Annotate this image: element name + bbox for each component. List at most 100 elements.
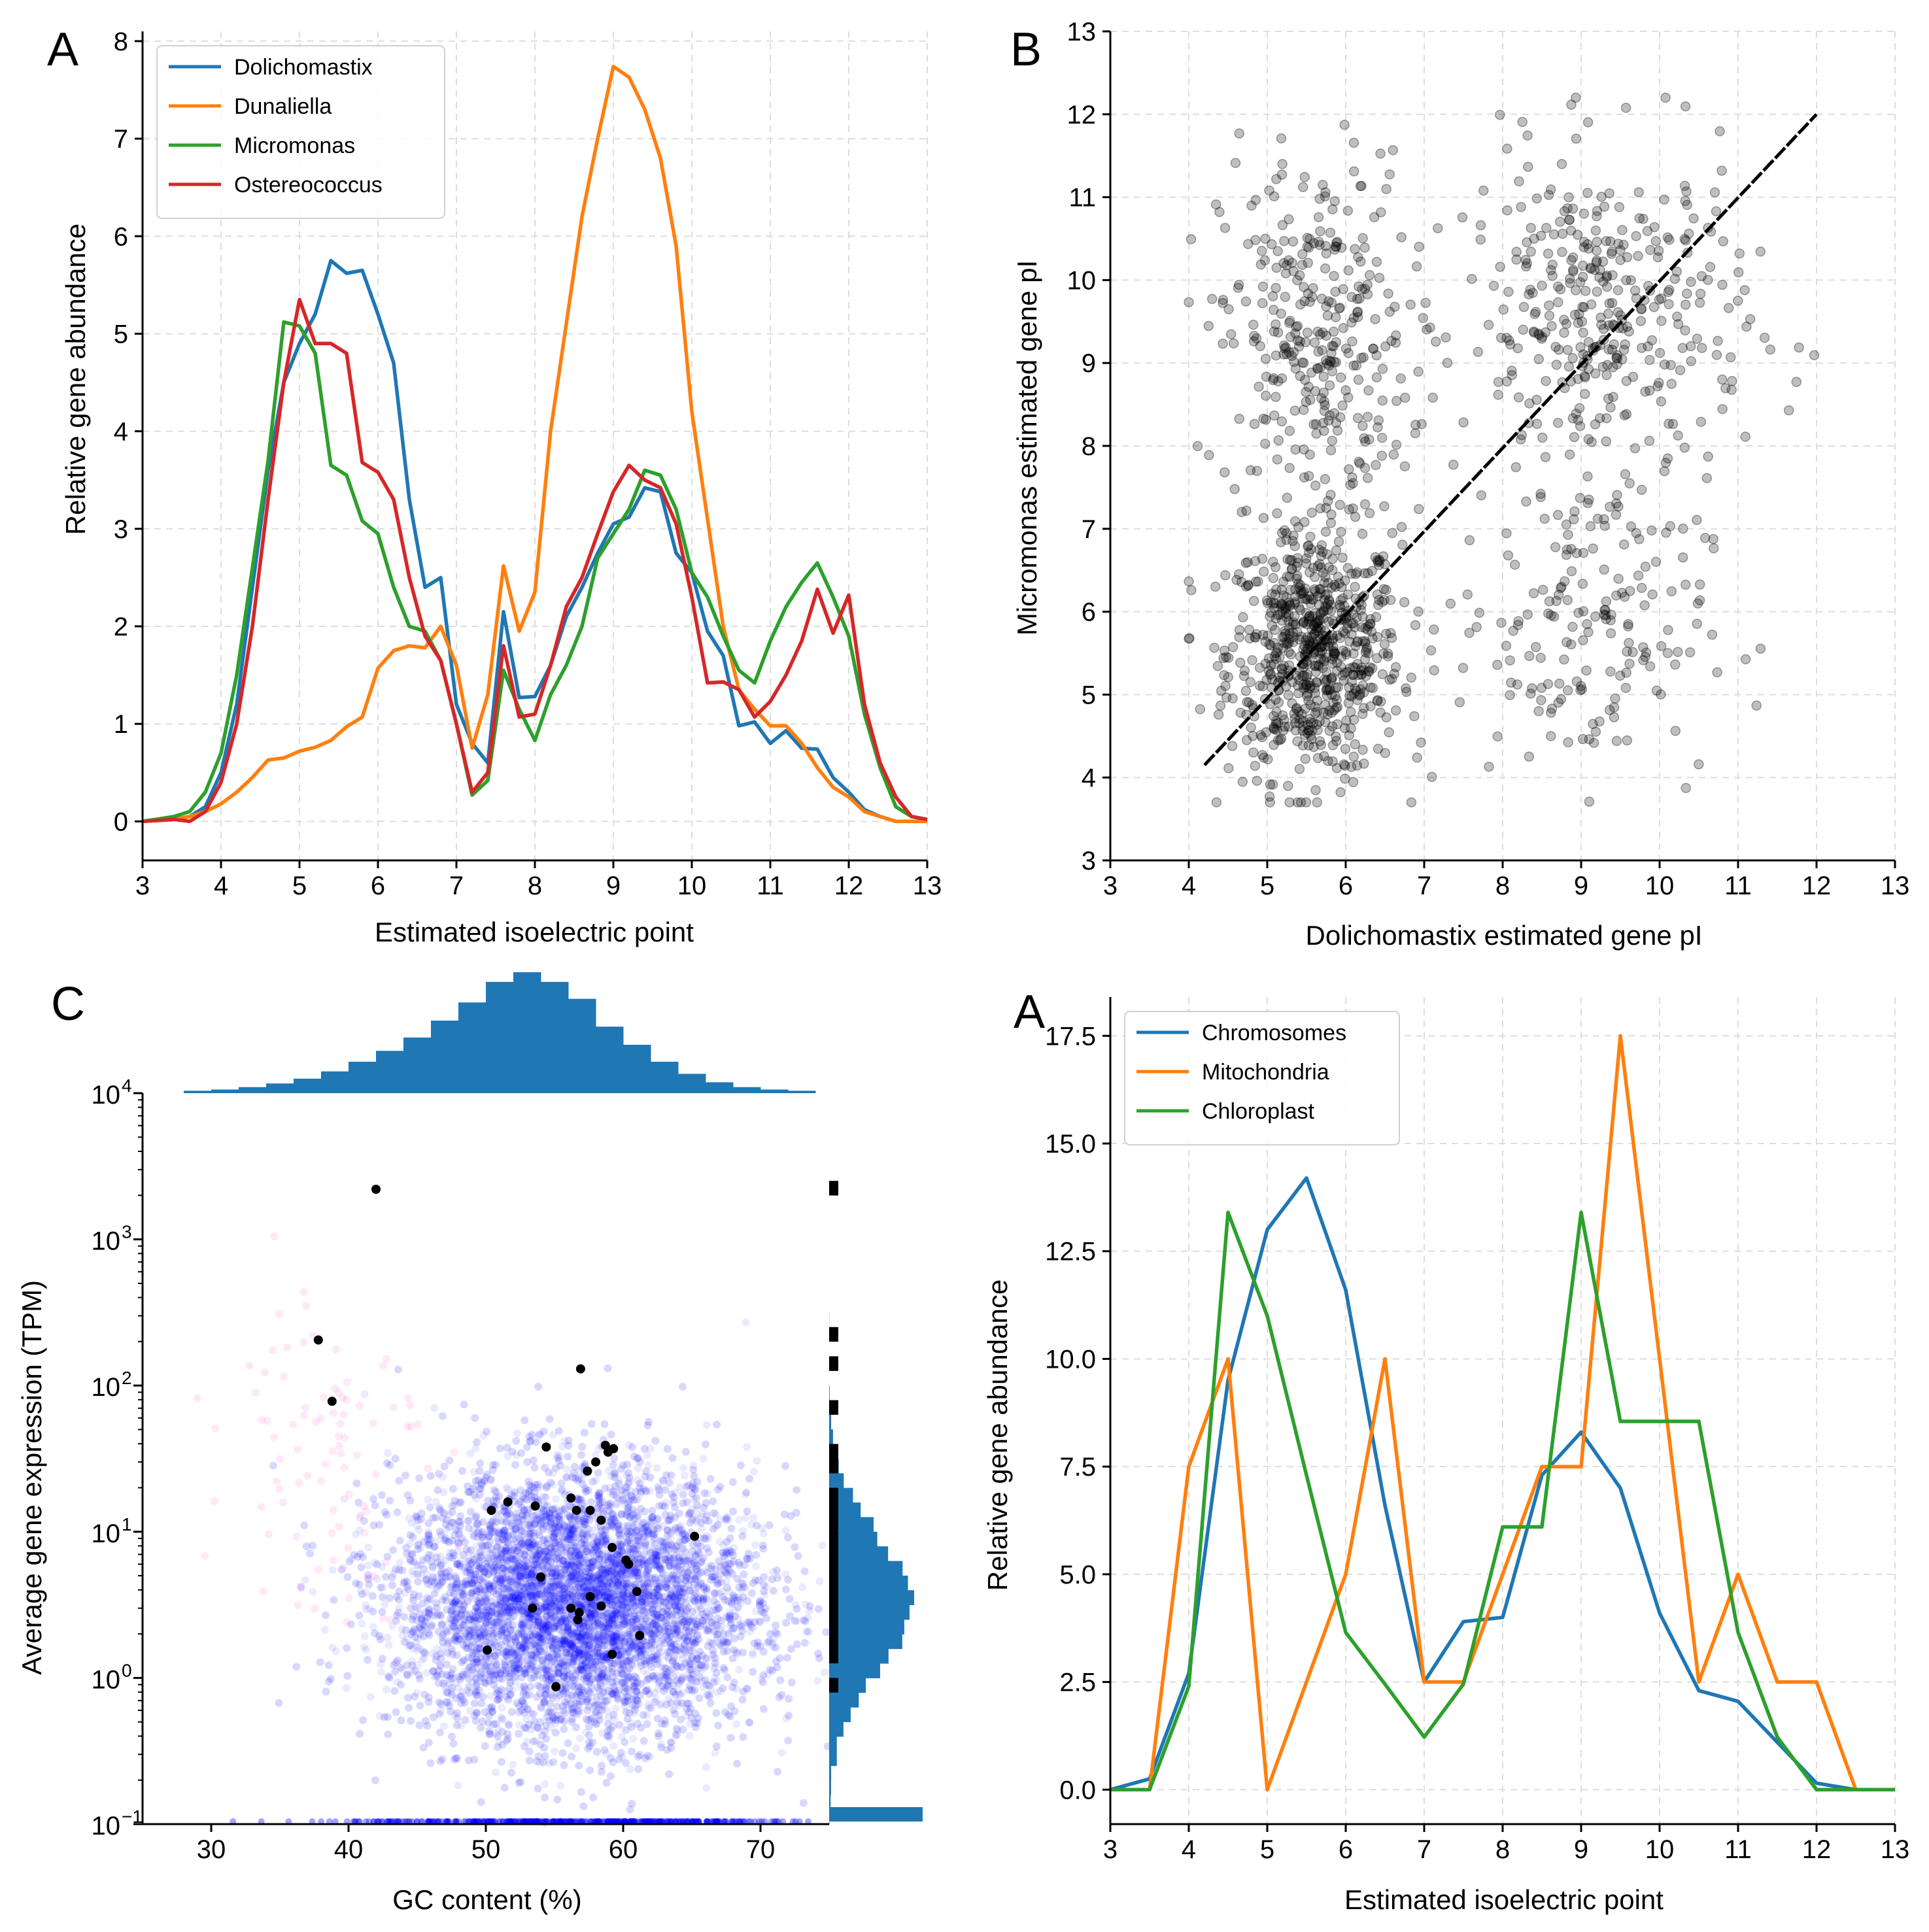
scatter-point	[1347, 669, 1358, 681]
scatter-point	[1243, 579, 1254, 590]
scatter-point	[1703, 451, 1713, 462]
scatter-point	[1195, 703, 1206, 715]
y-tick-label: 7	[1082, 515, 1096, 544]
scatter-point	[1250, 632, 1261, 643]
scatter-point	[1540, 452, 1551, 462]
scatter-point	[1583, 627, 1594, 637]
scatter-point	[1335, 787, 1346, 798]
scatter-point	[1513, 392, 1524, 403]
scatter-point	[1359, 654, 1371, 665]
scatter-point	[1694, 297, 1705, 308]
x-tick-label: 11	[757, 872, 784, 900]
scatter-point	[1274, 672, 1285, 683]
scatter-point	[1276, 416, 1288, 427]
scatter-point	[1287, 698, 1297, 709]
y-tick-label: 4	[114, 418, 128, 447]
scatter-point	[1328, 647, 1339, 657]
x-tick-label: 12	[834, 872, 864, 900]
scatter-point	[1302, 659, 1313, 670]
scatter-point	[1377, 669, 1388, 679]
scatter-point	[1335, 602, 1346, 613]
scatter-point	[1564, 449, 1575, 460]
scatter-point	[1567, 252, 1579, 263]
scatter-point	[1220, 681, 1231, 691]
scatter-point	[1212, 660, 1223, 671]
scatter-point	[1312, 618, 1322, 629]
scatter-point	[1614, 670, 1626, 681]
scatter-point	[1535, 652, 1546, 663]
scatter-point	[1563, 361, 1575, 372]
scatter-point	[1297, 248, 1308, 260]
scatter-point	[1578, 547, 1589, 558]
scatter-point	[1388, 449, 1399, 460]
scatter-point	[1601, 436, 1612, 447]
scatter-point	[1381, 184, 1391, 194]
scatter-point	[1331, 731, 1341, 742]
scatter-point	[1599, 520, 1610, 532]
scatter-point	[1475, 234, 1486, 245]
scatter-point	[1378, 648, 1389, 659]
scatter-point	[1331, 736, 1342, 747]
scatter-point	[1332, 719, 1342, 730]
scatter-point	[1383, 288, 1393, 299]
scatter-point	[1723, 303, 1734, 313]
scatter-point	[1340, 575, 1350, 586]
scatter-point	[1220, 222, 1231, 233]
scatter-point	[1308, 619, 1319, 630]
scatter-point	[1257, 297, 1268, 309]
scatter-point	[1373, 695, 1383, 705]
scatter-point	[1369, 212, 1380, 222]
scatter-point	[1431, 336, 1441, 347]
scatter-point	[1701, 473, 1713, 484]
scatter-point	[1315, 503, 1326, 514]
scatter-point	[1269, 191, 1280, 202]
scatter-point	[1271, 262, 1282, 273]
scatter-point	[1321, 355, 1331, 365]
scatter-point	[1381, 628, 1391, 639]
scatter-point	[1457, 212, 1468, 223]
scatter-point	[1399, 597, 1410, 607]
scatter-point	[1529, 309, 1540, 320]
y-tick-label: 5	[1082, 681, 1096, 709]
scatter-point	[1357, 528, 1368, 539]
scatter-point	[1572, 229, 1583, 240]
scatter-point	[1327, 654, 1338, 664]
scatter-point	[1324, 726, 1335, 736]
scatter-point	[1271, 648, 1281, 658]
scatter-point	[1409, 711, 1420, 722]
scatter-point	[1307, 725, 1318, 736]
scatter-point	[1358, 665, 1369, 676]
scatter-point	[1492, 660, 1503, 670]
scatter-point	[1554, 345, 1564, 355]
scatter-point	[1281, 637, 1292, 648]
scatter-point	[1227, 741, 1238, 751]
scatter-point	[1495, 109, 1505, 120]
scatter-point	[1327, 633, 1339, 644]
scatter-point	[1356, 662, 1367, 673]
scatter-point	[1295, 588, 1306, 599]
scatter-point	[1454, 697, 1465, 707]
scatter-point	[1320, 601, 1331, 612]
scatter-point	[1293, 522, 1304, 532]
scatter-point	[1219, 645, 1230, 656]
scatter-point	[1318, 654, 1329, 665]
scatter-point	[1626, 275, 1636, 286]
scatter-point	[1374, 554, 1385, 566]
scatter-point	[1327, 435, 1338, 446]
scatter-point	[1318, 662, 1328, 673]
legend-label: Micromonas	[234, 133, 355, 158]
scatter-point	[1342, 618, 1353, 628]
scatter-point	[1331, 657, 1342, 668]
scatter-point	[1339, 601, 1350, 611]
scatter-point	[1309, 628, 1320, 639]
scatter-point	[1337, 400, 1348, 411]
scatter-point	[1294, 718, 1305, 729]
scatter-point	[1566, 99, 1577, 110]
scatter-point	[1365, 701, 1376, 712]
scatter-point	[1429, 624, 1439, 635]
scatter-point	[1184, 633, 1195, 643]
scatter-point	[1357, 636, 1369, 647]
scatter-point	[1275, 609, 1286, 620]
scatter-point	[1580, 286, 1591, 296]
scatter-point	[1333, 536, 1344, 547]
